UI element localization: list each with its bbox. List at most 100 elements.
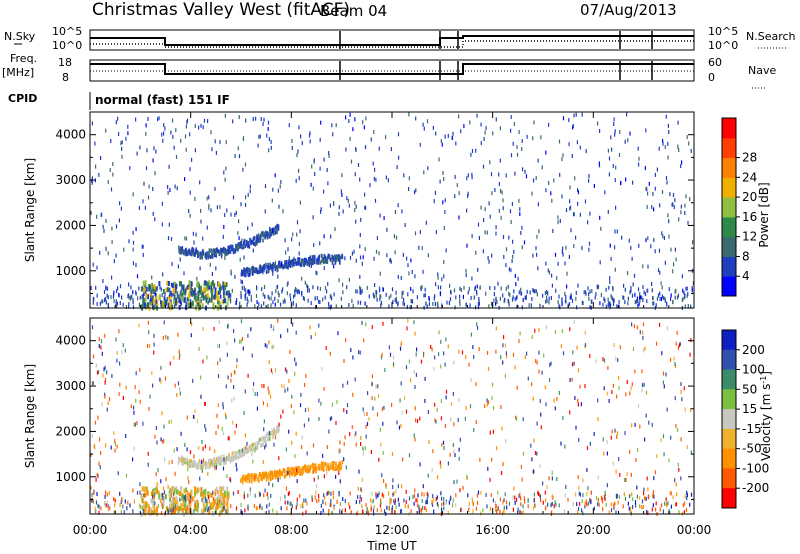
velocity-cell-2000 (322, 500, 324, 505)
velocity-cell-1359 (262, 460, 264, 464)
velocity-cell-459 (331, 464, 334, 469)
power-cell-1474 (350, 159, 353, 164)
velocity-cell-1915 (328, 490, 330, 495)
power-cell-493 (194, 292, 197, 298)
velocity-cell-705 (151, 510, 154, 516)
power-cell-630 (151, 286, 154, 292)
velocity-cell-51 (199, 462, 201, 467)
velocity-cell-306 (268, 472, 271, 477)
power-cell-2051 (561, 297, 563, 302)
nsky-tick-top: 10^5 (52, 25, 82, 38)
velocity-cell-1920 (551, 494, 553, 499)
power-cell-113 (225, 249, 227, 253)
velocity-cell-1191 (495, 326, 497, 331)
power-cell-227 (272, 227, 275, 232)
velocity-ylabel: Slant Range [km] (23, 364, 37, 468)
velocity-cell-740 (453, 360, 455, 365)
power-cell-1538 (271, 198, 273, 203)
power-cell-2033 (175, 302, 177, 307)
velocity-cell-1371 (364, 446, 366, 450)
power-cell-1310 (238, 236, 240, 241)
velocity-cell-1864 (306, 501, 308, 506)
velocity-cell-469 (337, 467, 339, 471)
power-cell-1517 (349, 255, 352, 260)
power-cell-1621 (434, 294, 436, 299)
velocity-cell-1221 (200, 487, 202, 492)
velocity-cell-746 (240, 339, 242, 344)
power-cell-1777 (388, 304, 390, 309)
velocity-cell-1296 (339, 479, 341, 484)
power-cell-930 (129, 166, 131, 171)
power-cell-859 (499, 158, 501, 163)
power-cell-1218 (208, 203, 210, 208)
velocity-cell-987 (110, 445, 112, 450)
velocity-cell-1860 (581, 508, 583, 513)
velocity-cell-1302 (616, 431, 619, 436)
power-cell-1957 (314, 296, 316, 301)
velocity-cell-1558 (116, 444, 118, 449)
power-cell-1907 (200, 298, 202, 303)
power-cell-730 (686, 286, 688, 291)
velocity-cell-1131 (244, 433, 246, 438)
power-cell-1490 (668, 234, 670, 239)
power-colorbar-swatch-3 (722, 216, 736, 238)
velocity-cell-1550 (405, 489, 407, 494)
velocity-cell-1735 (669, 490, 671, 495)
velocity-cell-1409 (246, 441, 248, 446)
velocity-cell-1497 (363, 338, 365, 343)
power-cell-1375 (644, 166, 646, 171)
power-cell-508 (154, 287, 157, 293)
power-cell-1419 (342, 282, 344, 287)
power-cell-2059 (135, 290, 137, 295)
velocity-cell-175 (250, 444, 253, 449)
velocity-cell-1545 (215, 431, 217, 435)
velocity-cell-1506 (491, 395, 493, 400)
velocity-cell-1465 (518, 339, 520, 344)
velocity-cell-1574 (670, 357, 672, 362)
power-cell-1586 (426, 119, 429, 124)
velocity-cell-1216 (256, 392, 258, 397)
power-cell-788 (243, 255, 245, 260)
velocity-cell-638 (181, 507, 184, 513)
power-cell-1101 (221, 254, 223, 259)
power-cell-333 (279, 264, 281, 269)
velocity-cell-1245 (227, 436, 229, 441)
velocity-cell-864 (472, 345, 474, 350)
velocity-cell-1012 (366, 412, 368, 416)
cpid-text: normal (fast) 151 IF (95, 93, 230, 107)
power-cell-1696 (602, 302, 604, 307)
power-cell-1253 (208, 195, 210, 200)
velocity-cell-1728 (636, 494, 638, 499)
power-cell-384 (300, 262, 302, 267)
power-cell-1379 (610, 294, 612, 299)
power-cell-683 (175, 283, 178, 289)
power-cell-1270 (458, 114, 460, 119)
power-cell-1832 (440, 285, 442, 290)
velocity-cell-969 (423, 351, 425, 356)
velocity-cell-1481 (443, 446, 445, 450)
power-cell-1913 (687, 304, 689, 308)
power-cell-1103 (666, 180, 668, 185)
power-cell-17 (185, 247, 187, 252)
power-cell-199 (260, 233, 263, 238)
power-cell-1502 (556, 276, 558, 281)
power-cell-773 (684, 211, 686, 215)
power-cell-1966 (244, 293, 246, 298)
velocity-cell-1764 (682, 503, 684, 508)
velocity-cell-1876 (653, 494, 655, 499)
velocity-cell-1975 (380, 508, 382, 513)
power-cell-1477 (404, 223, 406, 227)
power-ytick-label-0: 1000 (55, 264, 86, 278)
power-cell-1331 (234, 212, 236, 217)
velocity-cell-1328 (201, 440, 203, 444)
power-cell-1192 (389, 258, 392, 262)
power-cell-2071 (531, 297, 533, 301)
velocity-colorbar-swatch-4 (722, 409, 736, 430)
power-cell-2055 (681, 298, 683, 303)
power-cell-1484 (214, 186, 216, 191)
power-cell-433 (321, 254, 323, 258)
power-cell-897 (245, 118, 247, 123)
velocity-cell-1337 (277, 478, 279, 483)
velocity-cell-1153 (630, 386, 632, 391)
velocity-cell-909 (98, 344, 100, 348)
